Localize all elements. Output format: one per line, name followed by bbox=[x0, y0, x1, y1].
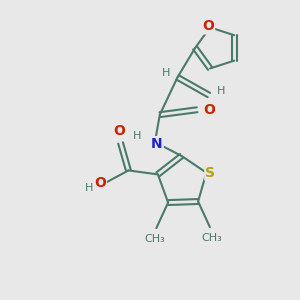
Text: H: H bbox=[217, 86, 225, 96]
Text: O: O bbox=[114, 124, 125, 138]
Text: H: H bbox=[85, 183, 93, 193]
Text: O: O bbox=[202, 20, 214, 33]
Text: O: O bbox=[94, 176, 106, 190]
Text: CH₃: CH₃ bbox=[202, 233, 222, 243]
Text: H: H bbox=[161, 68, 170, 78]
Text: N: N bbox=[151, 137, 163, 151]
Text: H: H bbox=[133, 131, 141, 141]
Text: O: O bbox=[203, 103, 215, 117]
Text: S: S bbox=[205, 166, 215, 180]
Text: CH₃: CH₃ bbox=[144, 234, 165, 244]
